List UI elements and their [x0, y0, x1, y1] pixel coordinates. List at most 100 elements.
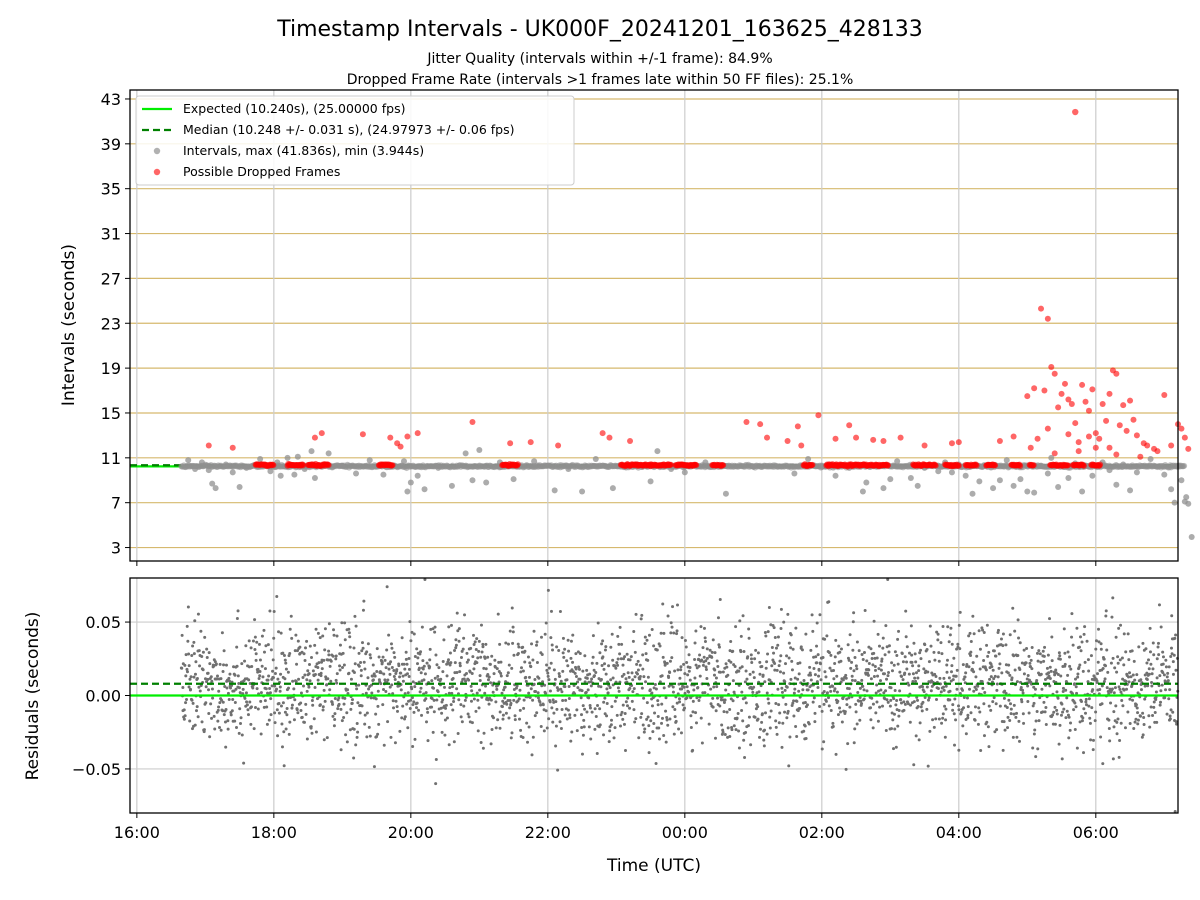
residual-point — [841, 678, 845, 682]
residual-point — [598, 707, 602, 711]
legend-intervals-label: Intervals, max (41.836s), min (3.944s) — [183, 143, 424, 158]
residual-point — [217, 705, 221, 709]
residual-point — [452, 740, 456, 744]
residual-point — [904, 609, 908, 613]
residual-point — [1165, 675, 1169, 679]
residual-point — [1046, 653, 1050, 657]
residual-point — [888, 704, 892, 708]
residual-point — [1020, 661, 1024, 665]
residual-point — [1139, 678, 1143, 682]
dropped-frame-point — [599, 430, 606, 437]
residual-point — [1099, 647, 1103, 651]
residual-point — [1015, 711, 1019, 715]
dropped-frame-point — [1080, 462, 1087, 469]
residual-point — [1169, 654, 1173, 658]
residual-point — [477, 649, 481, 653]
residuals-ytick-label: 0.00 — [85, 687, 121, 706]
residual-point — [675, 603, 679, 607]
residual-point — [1115, 732, 1119, 736]
residual-point — [332, 628, 336, 632]
residual-point — [793, 687, 797, 691]
residual-point — [603, 712, 607, 716]
residual-point — [518, 688, 522, 692]
residual-point — [603, 662, 607, 666]
residual-point — [271, 669, 275, 673]
residual-point — [821, 655, 825, 659]
residual-point — [312, 717, 316, 721]
residual-point — [923, 643, 927, 647]
residual-point — [579, 713, 583, 717]
residual-point — [1024, 661, 1028, 665]
residual-point — [819, 662, 823, 666]
residual-point — [470, 689, 474, 693]
residual-point — [834, 638, 838, 642]
residual-point — [412, 700, 416, 704]
residual-point — [483, 691, 487, 695]
residual-point — [768, 715, 772, 719]
residual-point — [391, 699, 395, 703]
residual-point — [1101, 762, 1105, 766]
residual-point — [1030, 667, 1034, 671]
residual-point — [801, 688, 805, 692]
residual-point — [997, 652, 1001, 656]
interval-point — [1181, 462, 1188, 469]
residual-point — [1142, 716, 1146, 720]
residual-point — [1053, 673, 1057, 677]
residual-point — [782, 671, 786, 675]
residual-point — [180, 633, 184, 637]
residual-point — [814, 655, 818, 659]
residual-point — [389, 660, 393, 664]
residual-point — [973, 685, 977, 689]
residual-point — [638, 663, 642, 667]
residual-point — [692, 688, 696, 692]
residual-point — [574, 652, 578, 656]
residual-point — [375, 735, 379, 739]
residual-point — [1045, 666, 1049, 670]
residual-point — [937, 659, 941, 663]
interval-point — [483, 479, 490, 486]
residual-point — [640, 712, 644, 716]
residual-point — [911, 680, 915, 684]
residual-point — [718, 597, 722, 601]
residual-point — [235, 664, 239, 668]
residual-point — [1087, 669, 1091, 673]
residual-point — [665, 718, 669, 722]
residual-point — [244, 691, 248, 695]
residual-point — [901, 678, 905, 682]
residual-point — [273, 711, 277, 715]
residual-point — [433, 630, 437, 634]
residual-point — [785, 716, 789, 720]
residual-point — [189, 675, 193, 679]
residual-point — [356, 730, 360, 734]
residual-point — [1122, 632, 1126, 636]
residual-point — [499, 660, 503, 664]
residual-point — [1159, 689, 1163, 693]
residual-point — [973, 718, 977, 722]
residual-point — [621, 703, 625, 707]
residual-point — [710, 650, 714, 654]
residual-point — [538, 700, 542, 704]
residual-point — [1104, 664, 1108, 668]
residual-point — [652, 722, 656, 726]
residual-point — [376, 704, 380, 708]
residual-point — [632, 708, 636, 712]
residual-point — [558, 609, 562, 613]
residual-point — [992, 677, 996, 681]
residual-point — [355, 687, 359, 691]
residual-point — [621, 663, 625, 667]
residual-point — [588, 672, 592, 676]
x-tick-label: 20:00 — [388, 823, 434, 842]
residual-point — [1042, 654, 1046, 658]
residual-point — [712, 673, 716, 677]
residual-point — [942, 688, 946, 692]
residual-point — [585, 676, 589, 680]
residual-point — [599, 685, 603, 689]
residual-point — [777, 664, 781, 668]
residual-point — [188, 677, 192, 681]
residual-point — [1156, 641, 1160, 645]
residual-point — [908, 720, 912, 724]
residual-point — [508, 699, 512, 703]
residual-point — [450, 691, 454, 695]
residual-point — [348, 645, 352, 649]
residual-point — [887, 644, 891, 648]
